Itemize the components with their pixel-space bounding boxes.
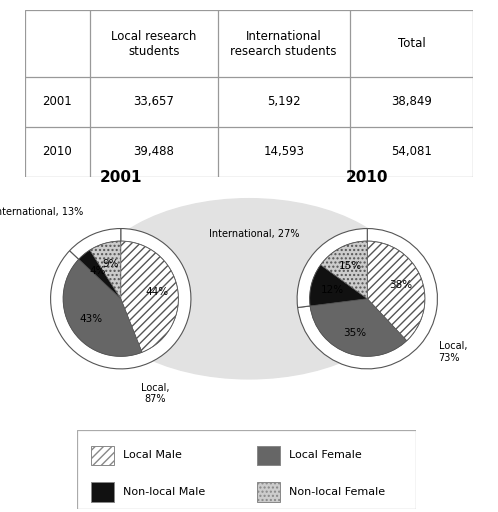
Bar (91, 482, 115, 502)
Text: 12%: 12% (320, 285, 344, 294)
Text: 2001: 2001 (42, 95, 72, 108)
Wedge shape (121, 241, 178, 352)
Text: 4%: 4% (89, 266, 106, 275)
Wedge shape (51, 228, 191, 369)
Title: 2010: 2010 (346, 170, 388, 185)
Text: 38%: 38% (389, 280, 413, 290)
Text: Local Male: Local Male (123, 451, 182, 460)
Text: Total: Total (397, 37, 425, 50)
Text: Local research
students: Local research students (111, 30, 196, 57)
Text: 5,192: 5,192 (267, 95, 301, 108)
Text: 54,081: 54,081 (391, 145, 432, 158)
Text: Local Female: Local Female (289, 451, 362, 460)
Text: Non-local Male: Non-local Male (123, 487, 205, 497)
Text: 43%: 43% (79, 314, 102, 324)
Wedge shape (367, 241, 425, 340)
Text: 35%: 35% (343, 328, 367, 338)
Wedge shape (310, 265, 368, 306)
Text: 44%: 44% (145, 287, 168, 297)
Text: 33,657: 33,657 (133, 95, 174, 108)
Text: International
research students: International research students (231, 30, 337, 57)
Text: International, 13%: International, 13% (0, 207, 83, 217)
Text: Local,
73%: Local, 73% (439, 341, 467, 362)
Bar (91, 446, 115, 465)
Text: Local,
87%: Local, 87% (140, 383, 169, 404)
Text: International, 27%: International, 27% (209, 228, 300, 239)
Text: 15%: 15% (339, 261, 362, 271)
Text: 2010: 2010 (42, 145, 72, 158)
Text: 9%: 9% (102, 259, 119, 269)
Bar (256, 482, 280, 502)
Wedge shape (298, 228, 437, 369)
Circle shape (90, 199, 408, 379)
Bar (256, 446, 280, 465)
Wedge shape (297, 228, 368, 308)
Title: 2001: 2001 (100, 170, 142, 185)
Wedge shape (63, 259, 142, 356)
Wedge shape (310, 298, 407, 356)
Text: Non-local Female: Non-local Female (289, 487, 385, 497)
Wedge shape (70, 228, 121, 259)
Text: 38,849: 38,849 (391, 95, 432, 108)
Wedge shape (90, 241, 121, 298)
Text: 14,593: 14,593 (263, 145, 304, 158)
Wedge shape (321, 241, 368, 298)
Text: 39,488: 39,488 (133, 145, 174, 158)
Wedge shape (79, 250, 121, 298)
